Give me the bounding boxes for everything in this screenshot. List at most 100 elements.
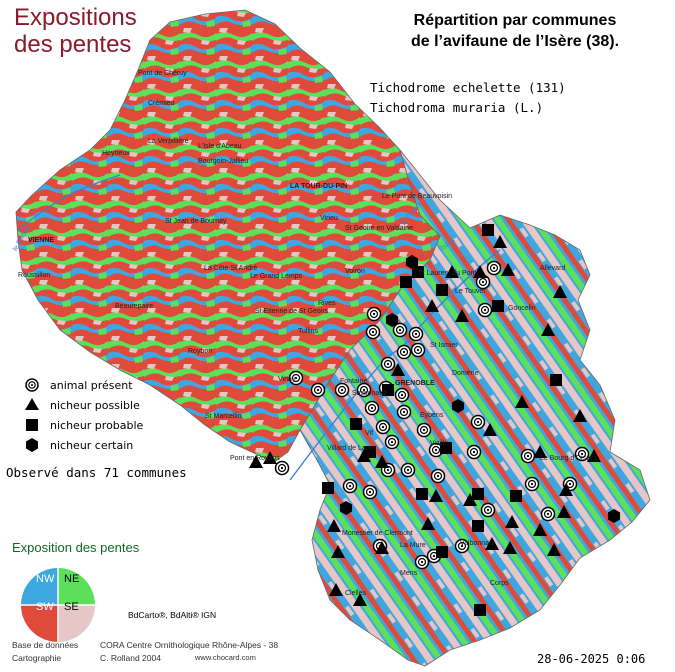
nicheur-certain-marker <box>339 501 353 515</box>
legend-label: animal présent <box>50 378 133 392</box>
nicheur-probable-marker <box>510 490 522 502</box>
town-label: Pont en Royans <box>230 455 280 462</box>
town-label: Beaurepaire <box>115 303 154 310</box>
nicheur-possible-marker <box>557 505 571 518</box>
species-latin-name: Tichodroma muraria (L.) <box>370 100 544 115</box>
animal-present-marker <box>356 382 372 398</box>
animal-present-marker <box>394 387 410 403</box>
nicheur-possible-marker <box>421 517 435 530</box>
town-label: St Etienne de St Geoirs <box>255 308 329 315</box>
animal-present-marker <box>362 484 378 500</box>
nicheur-probable-marker <box>350 418 362 430</box>
nicheur-possible-marker <box>533 523 547 536</box>
town-label: Vif <box>365 430 374 437</box>
animal-present-marker <box>334 382 350 398</box>
nicheur-possible-marker <box>425 299 439 312</box>
town-label: St Marcellin <box>205 413 242 420</box>
nicheur-possible-marker <box>263 451 277 464</box>
animal-present-marker <box>375 419 391 435</box>
animal-present-marker <box>410 342 426 358</box>
town-label: Villard de Lans <box>327 445 374 452</box>
observed-count: Observé dans 71 communes <box>6 465 187 480</box>
animal-present-marker <box>524 476 540 492</box>
legend-label: nicheur certain <box>50 438 134 452</box>
exposure-compass <box>21 568 95 642</box>
town-label: St Laurent du Pont <box>418 270 477 277</box>
legend-item-probable: nicheur probable <box>24 416 143 434</box>
nicheur-possible-marker <box>455 309 469 322</box>
town-label: Eybens <box>420 412 444 419</box>
animal-present-marker <box>396 344 412 360</box>
town-label: GRENOBLE <box>395 380 435 387</box>
town-label: Crémieu <box>148 100 175 107</box>
carto-label: Cartographie <box>12 653 62 663</box>
animal-present-marker <box>400 462 416 478</box>
nicheur-probable-marker <box>440 442 452 454</box>
town-label: La Côte St André <box>204 265 258 272</box>
town-label: Sassenage <box>352 390 388 397</box>
legend-label: nicheur possible <box>50 398 140 412</box>
nicheur-possible-marker <box>375 541 389 554</box>
town-label: VIENNE <box>28 237 55 244</box>
nicheur-possible-marker <box>501 263 515 276</box>
nicheur-certain-marker <box>385 313 399 327</box>
animal-present-marker <box>392 322 408 338</box>
town-label: St Jean de Bournay <box>165 218 227 225</box>
nicheur-possible-marker <box>559 483 573 496</box>
town-label: Heyrieux <box>102 150 130 157</box>
animal-present-marker <box>365 324 381 340</box>
town-label: Voiron <box>345 268 365 275</box>
quadrant-sw-label: SW <box>36 601 54 613</box>
nicheur-probable-marker <box>492 300 504 312</box>
map-title-line1: Expositions <box>14 4 137 31</box>
nicheur-possible-marker <box>473 265 487 278</box>
db-value: CORA Centre Ornithologique Rhône-Alpes -… <box>100 640 279 650</box>
animal-present-marker <box>396 404 412 420</box>
nicheur-probable-marker <box>382 384 394 396</box>
quadrant-se-label: SE <box>64 601 79 613</box>
data-source: BdCarto®, BdAlti® IGN <box>128 610 217 620</box>
town-label: Monestier de Clermont <box>342 530 413 537</box>
nicheur-probable-marker <box>482 224 494 236</box>
nicheur-probable-marker <box>474 604 486 616</box>
animal-present-marker <box>274 460 290 476</box>
legend-item-possible: nicheur possible <box>24 396 140 414</box>
nicheur-possible-marker <box>485 537 499 550</box>
town-label: Bourgoin-Jallieu <box>198 158 249 165</box>
nicheur-possible-marker <box>445 265 459 278</box>
town-label: Roussillon <box>18 272 51 279</box>
website-link[interactable]: www.chocard.com <box>195 653 256 662</box>
animal-present-marker <box>477 302 493 318</box>
legend-item-present: animal présent <box>24 376 133 394</box>
nicheur-possible-marker <box>353 593 367 606</box>
timestamp: 28-06-2025 0:06 <box>537 652 646 666</box>
town-label: Le Touvet <box>455 288 486 295</box>
nicheur-possible-marker <box>505 515 519 528</box>
nicheur-possible-marker <box>391 363 405 376</box>
nicheur-possible-marker <box>331 545 345 558</box>
animal-present-marker <box>408 326 424 342</box>
animal-present-marker <box>540 506 556 522</box>
repartition-title: Répartition par communes de l’avifaune d… <box>380 10 650 52</box>
nicheur-possible-marker <box>463 493 477 506</box>
town-label: La Mure <box>400 542 426 549</box>
animal-present-marker <box>310 382 326 398</box>
species-common-name: Tichodrome echelette (131) <box>370 80 566 95</box>
nicheur-probable-marker <box>400 276 412 288</box>
nicheur-possible-marker <box>553 285 567 298</box>
nicheur-probable-marker <box>416 488 428 500</box>
nicheur-probable-marker <box>550 374 562 386</box>
nicheur-probable-marker <box>472 520 484 532</box>
animal-present-marker <box>414 554 430 570</box>
town-label: St Geoire en Valdaine <box>345 225 413 232</box>
observation-symbols <box>249 224 621 616</box>
nicheur-certain-marker <box>451 399 465 413</box>
nicheur-probable-marker <box>436 546 448 558</box>
town-label: L'Isle d'Abeau <box>198 143 242 150</box>
town-label: Le Pont de Beauvoisin <box>382 193 453 200</box>
nicheur-possible-marker <box>533 445 547 458</box>
db-label: Base de données <box>12 640 79 650</box>
animal-present-marker <box>486 260 502 276</box>
animal-present-marker <box>470 414 486 430</box>
